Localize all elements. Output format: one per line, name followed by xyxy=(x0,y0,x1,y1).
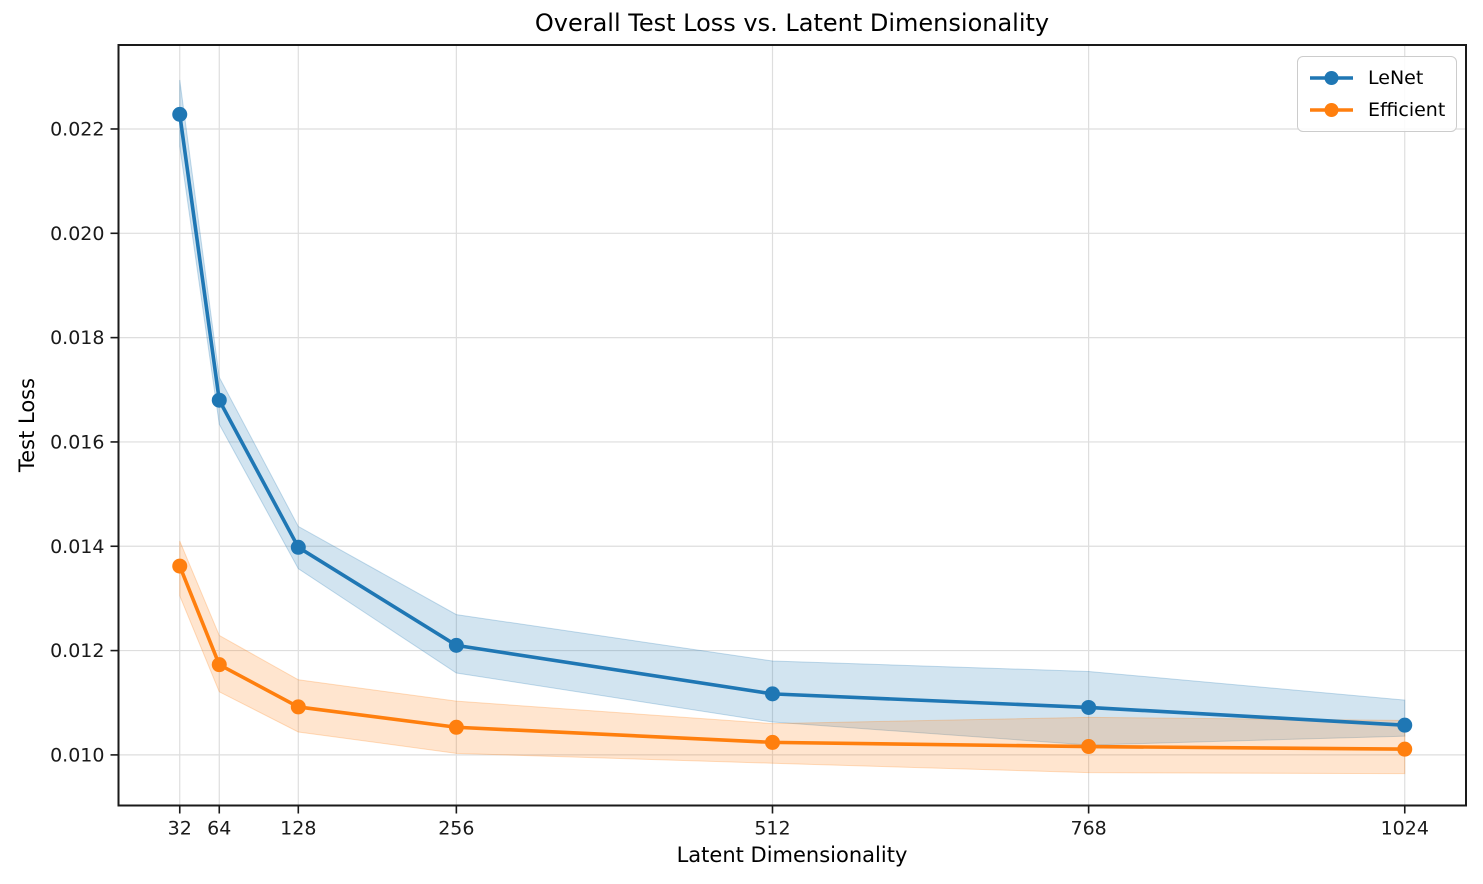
series-efficient xyxy=(172,558,1413,757)
confidence-bands xyxy=(179,79,1406,775)
y-tick-label: 0.014 xyxy=(50,536,104,558)
band-lenet xyxy=(179,79,1406,746)
chart-title: Overall Test Loss vs. Latent Dimensional… xyxy=(534,9,1050,37)
legend-line-marker-icon xyxy=(1310,103,1353,117)
x-tick-label: 512 xyxy=(754,818,790,840)
y-tick-label: 0.022 xyxy=(50,118,104,140)
y-axis-label: Test Loss xyxy=(15,377,39,473)
x-tick-label: 64 xyxy=(207,818,231,840)
y-tick-label: 0.020 xyxy=(50,223,104,245)
x-axis-label: Latent Dimensionality xyxy=(676,843,908,867)
marker-efficient xyxy=(1397,741,1413,757)
marker-lenet xyxy=(172,106,188,122)
band-efficient xyxy=(179,540,1406,775)
x-tick-label: 1024 xyxy=(1381,818,1429,840)
marker-efficient xyxy=(211,657,227,673)
marker-lenet xyxy=(1397,717,1413,733)
legend-label: Efficient xyxy=(1368,99,1446,121)
x-tick-label: 128 xyxy=(280,818,316,840)
legend-marker xyxy=(1324,71,1339,85)
marker-lenet xyxy=(1081,699,1097,715)
series-lenet xyxy=(172,106,1413,733)
y-tick-label: 0.016 xyxy=(50,431,104,453)
tick-marks xyxy=(110,128,1406,814)
legend-marker xyxy=(1324,103,1339,117)
gridlines xyxy=(118,45,1466,806)
x-tick-label: 768 xyxy=(1070,818,1106,840)
marker-efficient xyxy=(448,719,464,735)
marker-efficient xyxy=(1081,739,1097,755)
tick-labels: 32 64 128 256 512 768 1024 0.010 0.012 0.014 0.016… xyxy=(50,118,1429,839)
legend: LeNet Efficient xyxy=(1297,56,1458,132)
marker-efficient xyxy=(172,558,188,574)
y-tick-label: 0.010 xyxy=(50,744,104,766)
legend-label: LeNet xyxy=(1368,67,1424,89)
legend-item-lenet: LeNet xyxy=(1308,64,1445,92)
marker-lenet xyxy=(448,637,464,653)
marker-efficient xyxy=(764,734,780,750)
x-tick-label: 32 xyxy=(168,818,192,840)
y-tick-label: 0.018 xyxy=(50,327,104,349)
legend-line-marker-icon xyxy=(1310,71,1353,85)
axes: 32 64 128 256 512 768 1024 0.010 0.012 0.014 0.016… xyxy=(50,44,1467,840)
legend-item-efficient: Efficient xyxy=(1308,96,1445,124)
line-lenet xyxy=(177,112,1407,727)
y-tick-label: 0.012 xyxy=(50,640,104,662)
x-tick-label: 256 xyxy=(438,818,474,840)
marker-lenet xyxy=(211,392,227,408)
marker-lenet xyxy=(764,686,780,702)
axes-frame xyxy=(117,44,1467,807)
marker-efficient xyxy=(290,699,306,715)
marker-lenet xyxy=(290,539,306,555)
